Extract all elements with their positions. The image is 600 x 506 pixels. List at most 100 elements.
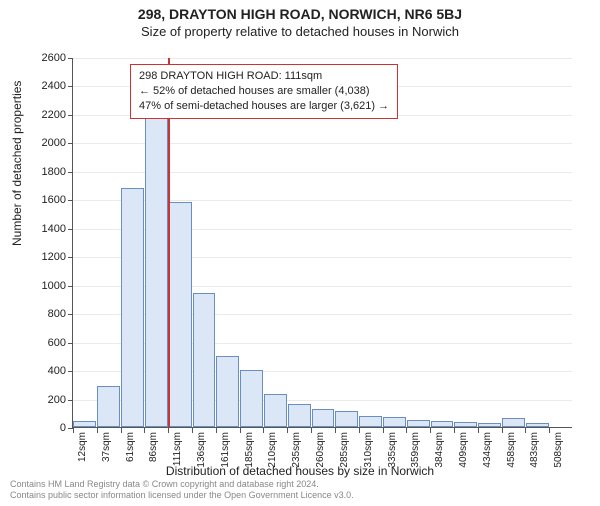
x-tick-label: 111sqm	[172, 432, 183, 466]
y-tick-label: 1000	[6, 280, 66, 292]
x-tick-label: 12sqm	[77, 432, 88, 462]
info-line-2: ← 52% of detached houses are smaller (4,…	[139, 84, 389, 99]
x-tick-label: 136sqm	[196, 432, 207, 468]
y-tick-mark	[68, 200, 73, 201]
bar	[502, 418, 525, 427]
y-tick-mark	[68, 314, 73, 315]
x-tick-label: 260sqm	[315, 432, 326, 468]
grid-line	[73, 58, 572, 59]
footer-line-1: Contains HM Land Registry data © Crown c…	[10, 479, 354, 491]
x-tick-label: 310sqm	[363, 432, 374, 468]
bar	[431, 421, 454, 427]
x-tick-mark	[525, 428, 526, 433]
x-tick-label: 210sqm	[267, 432, 278, 468]
y-tick-mark	[68, 286, 73, 287]
x-tick-mark	[454, 428, 455, 433]
y-tick-label: 2600	[6, 52, 66, 64]
x-axis-label: Distribution of detached houses by size …	[0, 464, 600, 478]
y-tick-label: 800	[6, 308, 66, 320]
x-tick-label: 161sqm	[220, 432, 231, 468]
x-tick-label: 235sqm	[291, 432, 302, 468]
page-title: 298, DRAYTON HIGH ROAD, NORWICH, NR6 5BJ	[0, 6, 600, 22]
x-tick-label: 185sqm	[244, 432, 255, 468]
info-line-3: 47% of semi-detached houses are larger (…	[139, 99, 389, 114]
x-tick-label: 335sqm	[387, 432, 398, 468]
x-tick-label: 483sqm	[529, 432, 540, 468]
y-tick-label: 1400	[6, 223, 66, 235]
x-tick-mark	[478, 428, 479, 433]
x-tick-label: 409sqm	[458, 432, 469, 468]
bar	[145, 105, 168, 427]
footer-line-2: Contains public sector information licen…	[10, 490, 354, 502]
x-tick-label: 86sqm	[148, 432, 159, 462]
x-tick-mark	[192, 428, 193, 433]
x-tick-mark	[406, 428, 407, 433]
footer: Contains HM Land Registry data © Crown c…	[10, 479, 354, 502]
bar	[454, 422, 477, 427]
y-tick-label: 400	[6, 365, 66, 377]
bar	[335, 411, 358, 427]
y-tick-label: 2200	[6, 109, 66, 121]
y-tick-label: 0	[6, 422, 66, 434]
x-tick-mark	[335, 428, 336, 433]
y-tick-mark	[68, 257, 73, 258]
bar	[383, 417, 406, 427]
x-tick-label: 285sqm	[339, 432, 350, 468]
bar	[193, 293, 216, 427]
y-tick-mark	[68, 229, 73, 230]
bar	[73, 421, 96, 427]
chart-area: 12sqm37sqm61sqm86sqm111sqm136sqm161sqm18…	[72, 58, 572, 428]
y-tick-label: 2000	[6, 137, 66, 149]
y-tick-label: 1600	[6, 194, 66, 206]
bar	[216, 356, 239, 427]
x-tick-mark	[430, 428, 431, 433]
x-tick-mark	[168, 428, 169, 433]
y-tick-label: 1800	[6, 166, 66, 178]
x-tick-label: 37sqm	[101, 432, 112, 462]
x-tick-mark	[359, 428, 360, 433]
bar	[312, 409, 335, 428]
y-tick-mark	[68, 172, 73, 173]
x-tick-label: 359sqm	[410, 432, 421, 468]
x-tick-label: 384sqm	[434, 432, 445, 468]
y-tick-label: 600	[6, 337, 66, 349]
y-tick-mark	[68, 371, 73, 372]
y-tick-mark	[68, 143, 73, 144]
bar	[359, 416, 382, 427]
x-tick-mark	[549, 428, 550, 433]
y-tick-label: 1200	[6, 251, 66, 263]
x-tick-label: 458sqm	[506, 432, 517, 468]
x-tick-label: 434sqm	[482, 432, 493, 468]
y-tick-mark	[68, 400, 73, 401]
y-tick-mark	[68, 115, 73, 116]
bar	[264, 394, 287, 427]
x-tick-mark	[502, 428, 503, 433]
bar	[288, 404, 311, 427]
x-tick-mark	[216, 428, 217, 433]
x-tick-mark	[144, 428, 145, 433]
y-tick-mark	[68, 86, 73, 87]
bar	[97, 386, 120, 427]
info-line-1: 298 DRAYTON HIGH ROAD: 111sqm	[139, 69, 389, 84]
bar	[169, 202, 192, 427]
x-tick-mark	[383, 428, 384, 433]
bar	[240, 370, 263, 427]
bar	[526, 423, 549, 427]
x-tick-mark	[311, 428, 312, 433]
y-axis-label: Number of detached properties	[10, 81, 24, 246]
bar	[407, 420, 430, 427]
y-tick-label: 200	[6, 394, 66, 406]
bar	[121, 188, 144, 427]
x-tick-mark	[73, 428, 74, 433]
y-tick-label: 2400	[6, 80, 66, 92]
x-tick-mark	[287, 428, 288, 433]
info-box: 298 DRAYTON HIGH ROAD: 111sqm ← 52% of d…	[130, 64, 398, 119]
x-tick-mark	[121, 428, 122, 433]
y-tick-mark	[68, 343, 73, 344]
page-subtitle: Size of property relative to detached ho…	[0, 24, 600, 39]
x-tick-mark	[97, 428, 98, 433]
x-tick-mark	[263, 428, 264, 433]
x-tick-label: 508sqm	[553, 432, 564, 468]
y-tick-mark	[68, 58, 73, 59]
bar	[478, 423, 501, 427]
